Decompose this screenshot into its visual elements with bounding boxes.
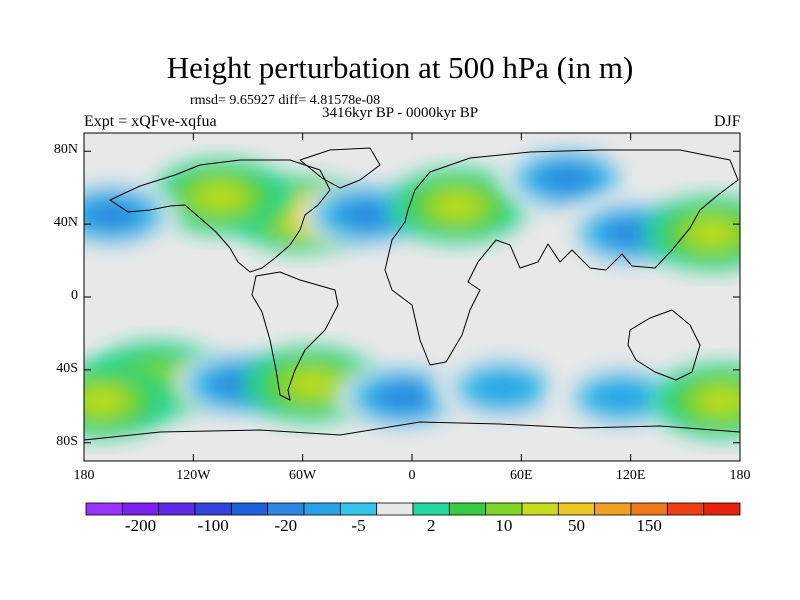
lon-label-180w: 180 [73,468,95,483]
colorbar-swatch [703,502,741,516]
colorbar-swatch [630,502,668,516]
colorbar-swatch [85,502,123,516]
perturbation-cell [496,140,637,217]
map-panel [84,133,740,461]
coast-greenland [299,147,381,189]
coast-australia [627,309,701,381]
perturbation-cell [433,350,574,427]
lat-label-40s: 40S [56,360,78,376]
perturbation-cell [387,167,528,244]
lon-label-60w: 60W [289,468,317,483]
colorbar-swatch [121,502,160,516]
lat-label-0: 0 [71,288,78,303]
colorbar-swatch [666,502,705,516]
colorbar-swatch [267,502,305,516]
lon-label-60e: 60E [510,468,533,483]
lon-label-180e: 180 [729,468,751,483]
colorbar-swatch [594,502,632,516]
perturbation-cell [296,177,437,253]
colorbar-swatch [303,502,341,516]
plot-title: Height perturbation at 500 hPa (in m) [166,50,634,85]
colorbar-label: 50 [568,516,585,535]
experiment-label: Expt = xQFve-xqfua [84,113,217,130]
colorbar-swatch [448,502,487,516]
stats-line: rmsd= 9.65927 diff= 4.81578e-08 [190,93,381,108]
colorbar-swatch [485,502,523,516]
perturbation-cell [642,195,740,272]
lat-label-80n: 80N [53,142,78,158]
coast-south-america [251,271,339,401]
perturbation-cell [84,362,173,439]
perturbation-cell [651,362,740,439]
perturbation-cell [150,158,291,235]
colorbar-label: 2 [426,516,436,535]
colorbar-label: -20 [274,516,298,535]
colorbar-swatch [230,502,269,516]
coast-antarctica [84,421,740,441]
lon-label-120w: 120W [176,468,211,483]
colorbar-label: -5 [351,516,366,535]
coast-north-america [109,159,331,273]
perturbation-cell [84,177,182,253]
colorbar-label: -200 [124,516,157,535]
colorbar-swatch [557,502,596,516]
season-label: DJF [714,113,741,130]
perturbation-field [84,140,740,439]
lon-label-0: 0 [408,468,416,483]
colorbar-label: -100 [197,516,229,535]
colorbar-label: 150 [636,516,662,535]
lat-label-80s: 80S [56,433,78,449]
colorbar-swatch [158,502,196,516]
period-label: 3416kyr BP - 0000kyr BP [322,105,479,121]
colorbar-label: 10 [495,516,513,535]
lat-label-40n: 40N [53,215,78,231]
axis-ticks [83,133,741,461]
colorbar-swatch [412,502,450,516]
colorbar-swatch [376,502,414,516]
coastlines [84,147,740,441]
colorbar [85,502,741,516]
colorbar-swatch [339,502,378,516]
lon-label-120e: 120E [615,468,646,483]
colorbar-swatch [194,502,232,516]
coast-eurasia-africa [384,149,739,366]
colorbar-swatch [521,502,559,516]
perturbation-cell [551,359,692,436]
